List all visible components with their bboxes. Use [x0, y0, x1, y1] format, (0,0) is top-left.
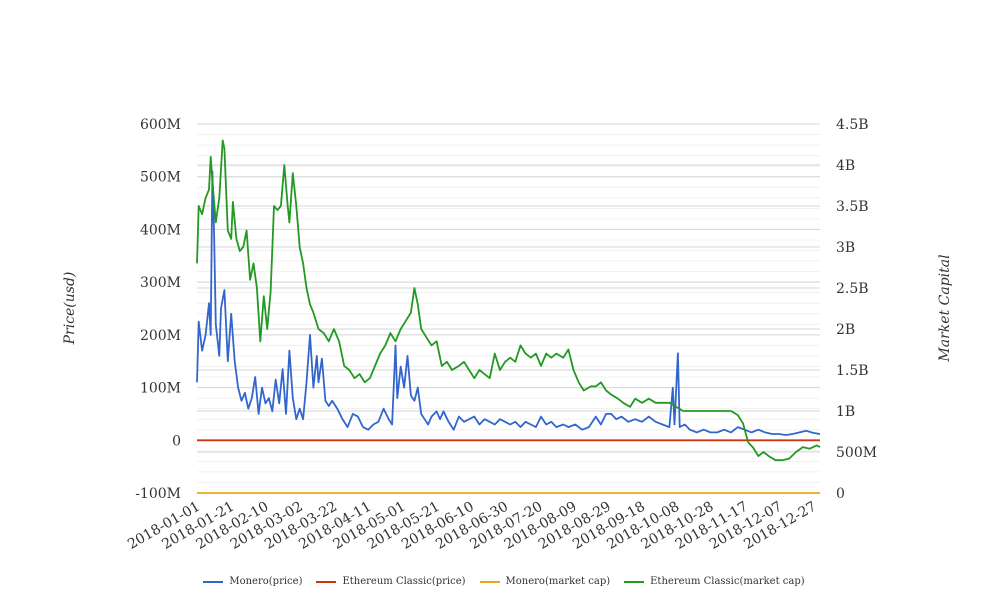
gridlines — [197, 123, 820, 494]
legend-item: Monero(market cap) — [479, 576, 611, 587]
x-axis-ticks: 2018-01-012018-01-212018-02-102018-03-02… — [125, 499, 819, 553]
legend-swatch — [479, 580, 500, 583]
right-tick-label: 2.5B — [836, 281, 869, 297]
right-tick-label: 4.5B — [836, 117, 869, 133]
right-tick-label: 1.5B — [836, 363, 869, 379]
right-axis-ticks: 0 500M 1B 1.5B 2B 2.5B 3B 3.5B 4B 4.5B — [836, 117, 877, 502]
right-tick-label: 3.5B — [836, 199, 869, 215]
legend-label: Ethereum Classic(market cap) — [650, 576, 805, 587]
legend-swatch — [203, 580, 224, 583]
right-tick-label: 2B — [836, 322, 855, 338]
legend-item: Ethereum Classic(market cap) — [624, 576, 805, 587]
left-tick-label: 500M — [140, 170, 181, 186]
legend-item: Monero(price) — [203, 576, 302, 587]
left-tick-label: 400M — [140, 222, 181, 238]
right-axis-title: Market Capital — [937, 254, 953, 362]
legend-swatch — [316, 580, 337, 583]
left-tick-label: 200M — [140, 328, 181, 344]
left-axis-ticks: -100M 0 100M 200M 300M 400M 500M 600M — [135, 117, 181, 502]
left-tick-label: 300M — [140, 275, 181, 291]
right-tick-label: 0 — [836, 486, 845, 502]
left-tick-label: 0 — [172, 433, 181, 449]
chart-legend: Monero(price) Ethereum Classic(price) Mone… — [0, 576, 1008, 587]
legend-label: Monero(price) — [229, 576, 303, 587]
right-tick-label: 1B — [836, 404, 855, 420]
right-tick-label: 4B — [836, 158, 855, 174]
legend-label: Monero(market cap) — [505, 576, 611, 587]
left-tick-label: 600M — [140, 117, 181, 133]
series-line-monero-price — [196, 170, 821, 436]
series-line-ethereum-classic-market-cap — [196, 139, 821, 462]
left-tick-label: -100M — [135, 486, 181, 502]
series-lines — [196, 139, 821, 494]
right-tick-label: 3B — [836, 240, 855, 256]
legend-item: Ethereum Classic(price) — [316, 576, 466, 587]
left-axis-title: Price(usd) — [62, 272, 78, 346]
right-tick-label: 500M — [836, 445, 877, 461]
legend-swatch — [624, 580, 645, 583]
legend-label: Ethereum Classic(price) — [342, 576, 466, 587]
left-tick-label: 100M — [140, 381, 181, 397]
